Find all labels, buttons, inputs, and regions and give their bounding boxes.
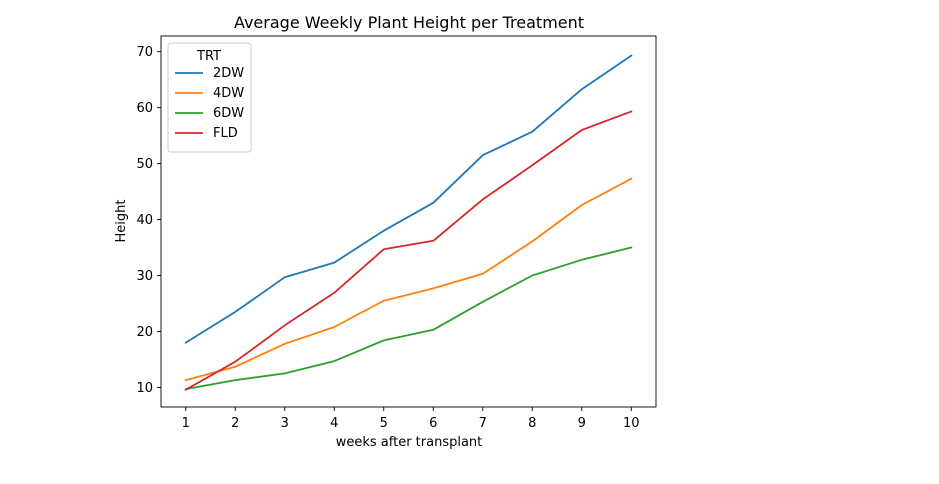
y-tick-label: 50: [136, 157, 153, 172]
x-tick-label: 7: [479, 416, 487, 431]
y-tick-label: 10: [136, 381, 153, 396]
x-tick-label: 4: [330, 416, 338, 431]
x-tick-label: 1: [182, 416, 190, 431]
series-line-2dw: [184, 54, 633, 344]
x-tick-label: 9: [578, 416, 586, 431]
legend: TRT 2DW 4DW 6DW FLD: [167, 42, 252, 153]
chart-title: Average Weekly Plant Height per Treatmen…: [234, 13, 584, 32]
legend-label-2dw: 2DW: [213, 66, 244, 81]
y-tick-label: 60: [136, 101, 153, 116]
x-tick-label: 3: [281, 416, 289, 431]
y-tick-label: 30: [136, 269, 153, 284]
y-tick-label: 70: [136, 45, 153, 60]
x-axis-label: weeks after transplant: [336, 435, 483, 450]
x-tick-label: 6: [429, 416, 437, 431]
series-line-6dw: [184, 246, 633, 391]
x-tick-label: 10: [623, 416, 640, 431]
y-tick-label: 20: [136, 325, 153, 340]
legend-label-6dw: 6DW: [213, 106, 244, 121]
series-lines: [184, 54, 633, 391]
legend-label-4dw: 4DW: [213, 86, 244, 101]
y-axis: 10 20 30 40 50 60 70: [136, 45, 161, 396]
legend-label-fld: FLD: [213, 126, 238, 141]
x-tick-label: 8: [528, 416, 536, 431]
x-axis: 1 2 3 4 5 6 7 8 9 10: [182, 407, 640, 431]
series-line-4dw: [184, 177, 633, 382]
y-axis-label: Height: [114, 200, 129, 243]
x-tick-label: 5: [380, 416, 388, 431]
legend-title: TRT: [196, 49, 221, 64]
legend-frame: [167, 42, 252, 153]
x-tick-label: 2: [231, 416, 239, 431]
y-tick-label: 40: [136, 213, 153, 228]
series-line-fld: [184, 110, 633, 391]
